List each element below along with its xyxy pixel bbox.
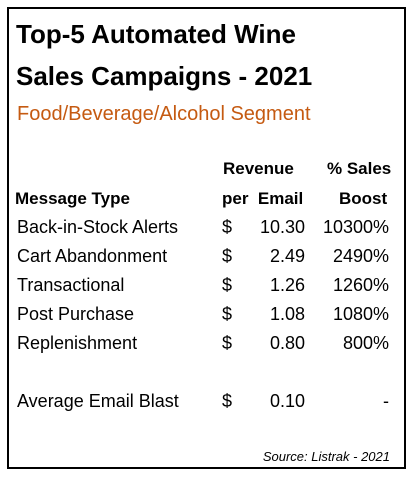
row-label: Replenishment: [17, 333, 138, 353]
row-revenue: 1.08: [269, 304, 305, 324]
table-frame: Top-5 Automated Wine Sales Campaigns - 2…: [7, 7, 406, 469]
baseline-boost: -: [383, 391, 389, 411]
row-revenue: 2.49: [269, 246, 305, 266]
baseline-label: Average Email Blast: [17, 391, 179, 411]
header-message-type: Message Type: [15, 189, 130, 208]
row-revenue: 1.26: [269, 275, 305, 295]
row-boost: 1260%: [332, 275, 389, 295]
row-boost: 10300%: [322, 217, 389, 237]
title-line-2: Sales Campaigns - 2021: [16, 61, 313, 91]
header-boost-line-1: % Sales: [327, 159, 392, 178]
row-boost: 800%: [342, 333, 389, 353]
row-boost: 1080%: [332, 304, 389, 324]
row-currency: $: [222, 217, 233, 237]
baseline-revenue: 0.10: [269, 391, 305, 411]
source-note: Source: Listrak - 2021: [262, 449, 390, 464]
row-revenue: 10.30: [259, 217, 305, 237]
row-currency: $: [222, 246, 233, 266]
row-currency: $: [222, 275, 233, 295]
subtitle: Food/Beverage/Alcohol Segment: [17, 103, 311, 125]
row-currency: $: [222, 333, 233, 353]
header-revenue-line-2: per Email: [222, 189, 304, 208]
header-revenue-line-1: Revenue: [223, 159, 294, 178]
title-line-1: Top-5 Automated Wine: [16, 19, 296, 49]
row-label: Transactional: [17, 275, 125, 295]
row-label: Back-in-Stock Alerts: [17, 217, 179, 237]
row-label: Cart Abandonment: [17, 246, 168, 266]
row-label: Post Purchase: [17, 304, 135, 324]
header-boost-line-2: Boost: [339, 189, 388, 208]
row-currency: $: [222, 304, 233, 324]
row-revenue: 0.80: [269, 333, 305, 353]
row-boost: 2490%: [332, 246, 389, 266]
baseline-currency: $: [222, 391, 233, 411]
